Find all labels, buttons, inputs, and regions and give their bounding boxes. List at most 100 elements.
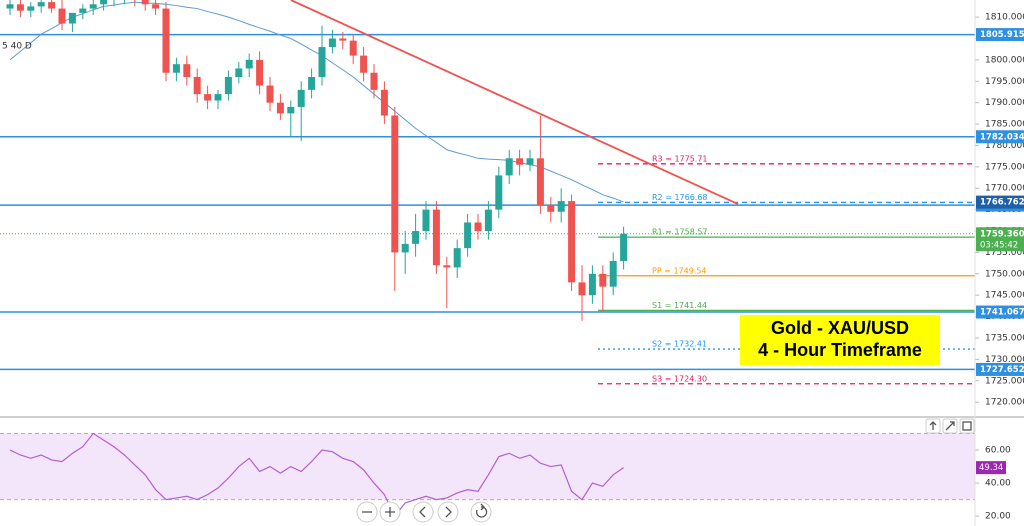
rsi-tick-label: 60.00 [985,446,1011,456]
candle-body [401,243,409,253]
arrow-up-icon [929,421,937,430]
y-tick-label: 1775.000 [985,162,1024,172]
candle-body [464,222,472,249]
pivot-label: S1 = 1741.44 [652,301,707,310]
level-tag [976,362,1024,376]
candle-body [172,64,180,73]
candle-body [89,4,97,9]
y-tick-label: 1755.000 [985,248,1024,258]
rsi-band [0,433,975,500]
annotation: Gold - XAU/USD 4 - Hour Timeframe [740,315,940,365]
current-price-tag [976,227,1024,252]
candle-body [495,175,503,210]
candle-body [599,273,607,287]
ma-price-tag [976,195,1024,209]
pivot-label: R2 = 1766.68 [652,193,708,202]
candle-body [308,77,316,90]
scroll-left-button[interactable] [412,501,434,523]
pane-buttons [925,418,975,434]
scroll-right-button[interactable] [437,501,459,523]
candle-body [432,209,440,266]
candle-body [162,8,170,73]
plus-icon [385,507,395,517]
candle-body [349,40,357,56]
y-tick-label: 1730.000 [985,355,1024,365]
candle-body [245,59,253,69]
y-tick-label: 1725.000 [985,376,1024,386]
level-tag [976,130,1024,144]
candle-body [37,2,45,7]
candle-body [391,115,399,253]
candle-body [474,222,482,232]
level-tag [976,305,1024,319]
right-icon [445,506,452,518]
ma-price-label: 1766.762 [980,198,1024,208]
annotation-line: Gold - XAU/USD [771,318,909,338]
indicator-label: 5 40 D [2,42,32,52]
current-price-label: 1759.360 [980,229,1024,239]
collapse-button[interactable] [959,418,975,434]
candle-body [557,201,565,212]
y-tick-label: 1780.000 [985,141,1024,151]
pivot-label: S2 = 1732.41 [652,340,707,349]
y-tick-label: 1745.000 [985,291,1024,301]
y-tick-label: 1790.000 [985,98,1024,108]
candle-body [27,6,35,11]
pivot-label: PP = 1749.54 [652,266,707,275]
candle-body [568,201,576,283]
navigation-toolbar [356,501,492,523]
candle-body [214,94,222,101]
candle-body [224,77,232,95]
rsi-tick-label: 20.00 [985,512,1011,522]
candle-body [380,89,388,116]
level-tag-label: 1782.034 [980,132,1024,142]
y-tick-label: 1795.000 [985,77,1024,87]
maximize-icon [945,421,955,431]
collapse-icon [962,421,972,431]
level-tag-label: 1741.067 [980,308,1024,318]
level-tag-label: 1727.652 [980,365,1024,375]
candle-body [453,248,461,268]
rsi-pane [0,432,975,518]
y-tick-label: 1810.000 [985,13,1024,23]
candle-body [318,47,326,78]
candle-body [370,72,378,90]
candle-body [6,4,14,9]
trendline [290,0,739,205]
candle-body [328,38,336,48]
y-tick-label: 1800.000 [985,55,1024,65]
candle-body [412,231,420,244]
candle-body [183,64,191,78]
candle-body [48,2,56,9]
candle-body [526,158,534,165]
candle-body [620,233,628,261]
level-tag-label: 1805.915 [980,30,1024,40]
candle-body [256,59,264,86]
candle-body [443,265,451,268]
candle-body [536,158,544,206]
rsi-tick-label: 40.00 [985,479,1011,489]
candle-body [100,0,108,5]
pivot-label: S3 = 1724.30 [652,374,707,383]
candle-body [266,85,274,103]
countdown-label: 03:45:42 [980,240,1018,250]
rsi-current-label: 49.34 [979,463,1003,473]
y-tick-label: 1735.000 [985,333,1024,343]
pivot-label: R1 = 1758.57 [652,228,708,237]
annotation-line: 4 - Hour Timeframe [758,340,922,360]
candle-body [235,68,243,78]
candle-body [276,102,284,114]
candle-body [193,77,201,95]
y-tick-label: 1770.000 [985,184,1024,194]
y-tick-label: 1720.000 [985,398,1024,408]
candle-body [152,4,160,9]
candle-body [547,205,555,212]
reset-button[interactable] [470,501,492,523]
price-axis: 1720.0001725.0001730.0001735.0001740.000… [975,13,1024,522]
candle-body [339,38,347,41]
candle-body [297,89,305,107]
candle-body [516,158,524,165]
left-icon [419,506,426,518]
annotation-box [740,315,940,365]
candle-body [578,282,586,296]
